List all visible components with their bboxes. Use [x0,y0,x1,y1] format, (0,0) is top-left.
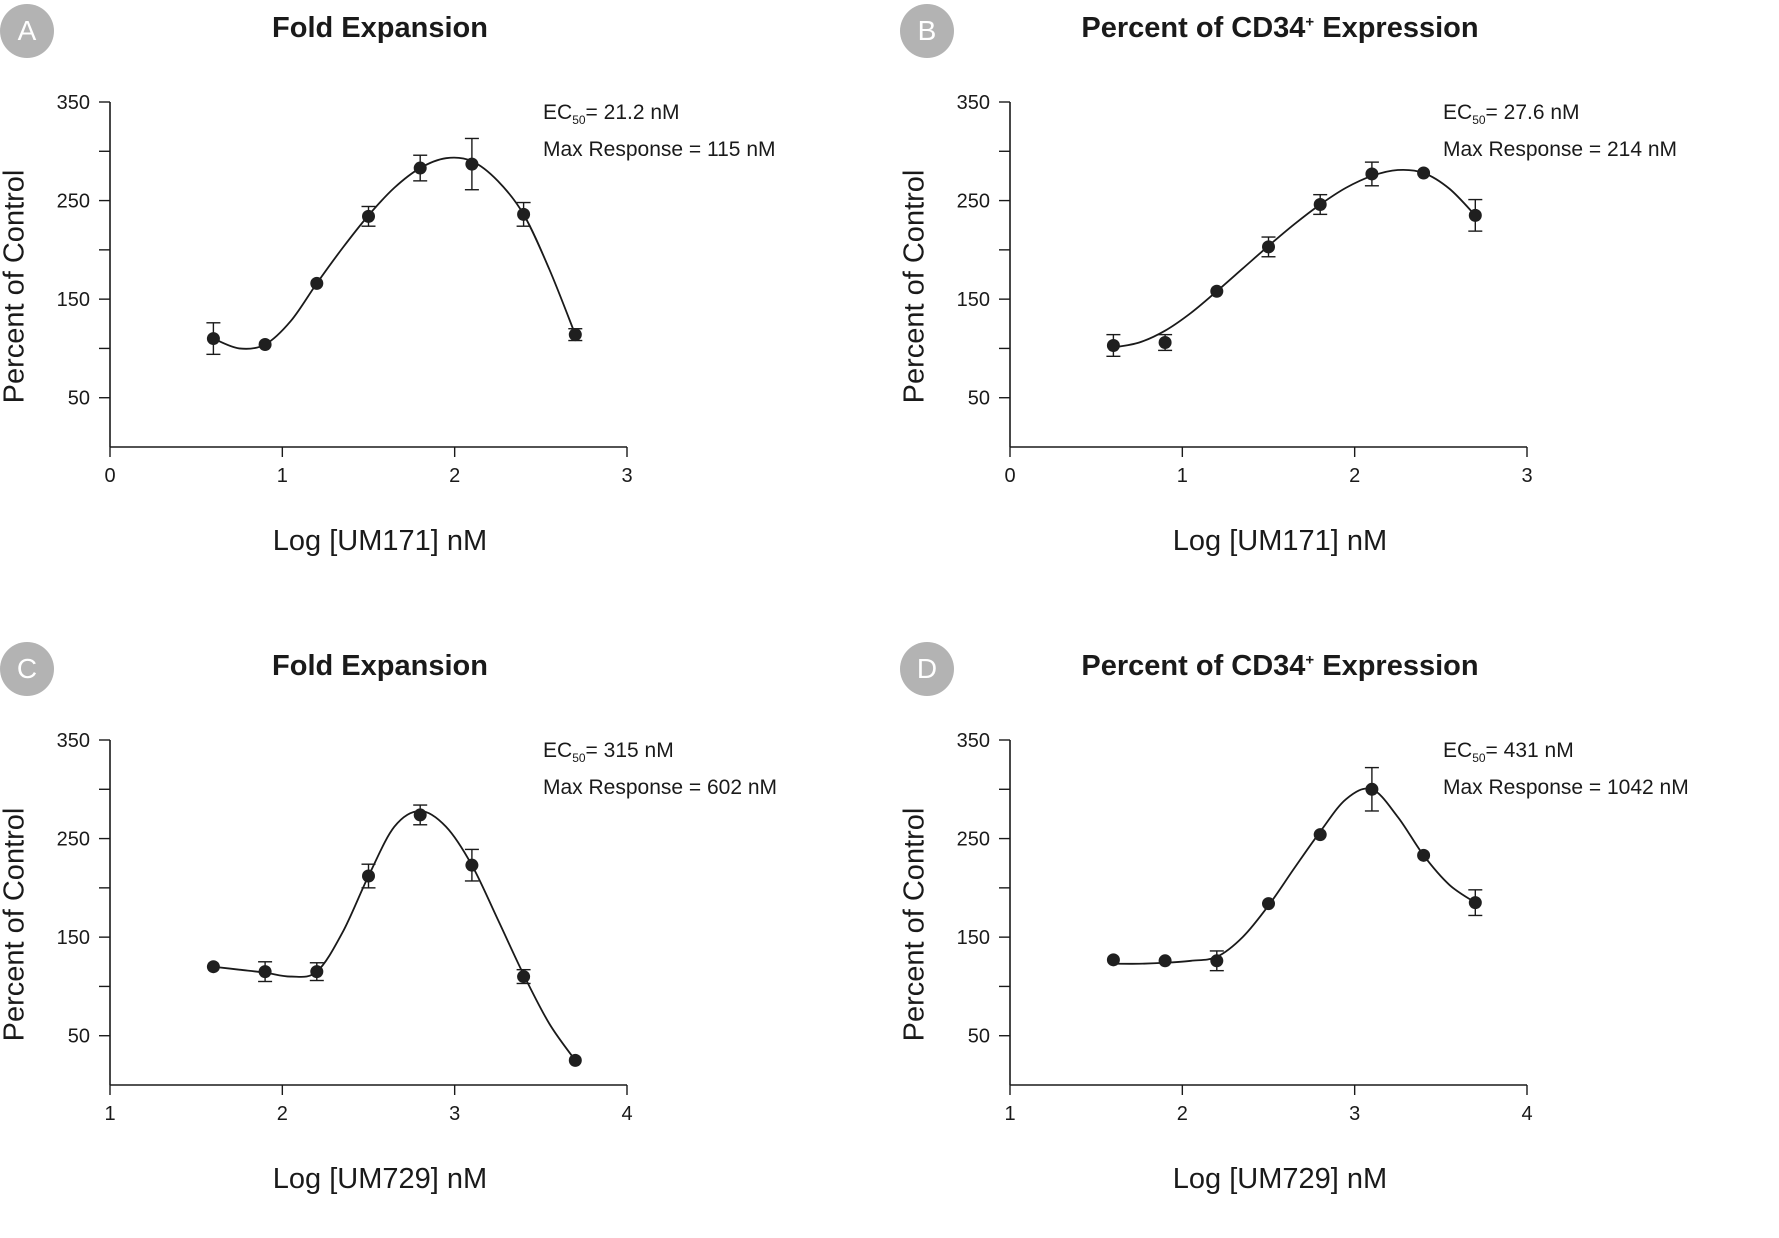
panel-badge: A [0,4,54,58]
data-point [1158,954,1172,968]
y-tick-label: 150 [957,289,990,311]
data-point [310,965,324,979]
x-tick-label: 0 [104,465,115,487]
data-point [465,157,479,171]
x-tick-label: 3 [449,1103,460,1125]
data-point [517,970,531,984]
x-axis-label: Log [UM729] nM [272,1163,488,1195]
ec50-annotation: EC50= 431 nM Max Response = 1042 nM [1443,739,1689,800]
x-tick-label: 1 [1004,1103,1015,1125]
chart-title: Fold Expansion [272,650,488,682]
x-tick-label: 3 [1521,465,1532,487]
x-tick-label: 4 [621,1103,632,1125]
chart-title: Fold Expansion [272,12,488,44]
chart-panel-b: B Percent of CD34+ Expression Percent of… [899,0,1779,600]
y-tick-label: 150 [57,927,90,949]
max-response-annotation: Max Response = 602 nM [543,776,778,800]
plot-area: 350 250 150 50 0 1 2 3 [957,92,1533,487]
y-tick-label: 150 [57,289,90,311]
x-tick-label: 1 [277,465,288,487]
y-tick-label: 250 [57,191,90,213]
chart-title: Percent of CD34+ Expression [1081,650,1479,682]
data-point [413,808,427,822]
fit-curve [213,156,577,350]
x-tick-label: 0 [1004,465,1015,487]
data-point [362,869,375,883]
panel-badge: D [900,642,954,696]
data-point [258,965,272,979]
y-tick-label: 350 [957,92,990,114]
plot-area: 350 250 150 50 0 1 2 3 [57,92,633,487]
max-response-annotation: Max Response = 214 nM [1443,138,1678,162]
x-tick-label: 3 [621,465,632,487]
data-point [258,337,272,351]
plot-area: 350 250 150 50 1 2 3 4 [957,730,1533,1125]
y-tick-label: 250 [57,829,90,851]
y-tick-label: 150 [957,927,990,949]
panel-badge: C [0,642,54,696]
data-point [1106,953,1120,967]
y-tick-label: 250 [957,191,990,213]
data-point [1262,897,1275,911]
data-point [206,960,220,974]
data-point [517,207,531,221]
max-response-annotation: Max Response = 1042 nM [1443,776,1689,800]
data-point [1313,828,1327,842]
x-tick-label: 1 [104,1103,115,1125]
data-point [568,328,582,342]
plot-area: 350 250 150 50 1 2 3 4 [57,730,633,1125]
x-axis-label: Log [UM171] nM [1172,525,1388,557]
ec50-annotation: EC50= 27.6 nM Max Response = 214 nM [1443,101,1678,162]
x-tick-label: 1 [1177,465,1188,487]
data-point [1210,954,1224,968]
y-tick-label: 350 [57,730,90,752]
y-tick-label: 250 [957,829,990,851]
x-tick-label: 4 [1521,1103,1532,1125]
x-tick-label: 2 [1177,1103,1188,1125]
data-point [568,1053,582,1067]
data-point [465,858,479,872]
data-point [1158,336,1172,350]
data-point [1468,896,1482,910]
x-axis-label: Log [UM171] nM [272,525,488,557]
x-axis-label: Log [UM729] nM [1172,1163,1388,1195]
data-point [362,209,375,223]
max-response-annotation: Max Response = 115 nM [543,138,776,162]
chart-panel-d: D Percent of CD34+ Expression Percent of… [899,638,1779,1238]
y-tick-label: 50 [968,388,990,410]
data-point [1262,240,1275,254]
x-tick-label: 2 [449,465,460,487]
data-point [413,161,427,175]
y-tick-label: 50 [68,1026,90,1048]
y-tick-label: 350 [57,92,90,114]
data-point [1417,166,1431,180]
chart-panel-c: C Fold Expansion Percent of Control EC50… [0,638,880,1238]
data-point [1468,208,1482,222]
x-tick-label: 2 [277,1103,288,1125]
y-tick-label: 50 [68,388,90,410]
data-point [1365,167,1379,181]
data-point [1417,848,1431,862]
panel-badge: B [900,4,954,58]
chart-title: Percent of CD34+ Expression [1081,12,1479,44]
ec50-annotation: EC50= 21.2 nM Max Response = 115 nM [543,101,776,162]
data-point [206,332,220,346]
x-tick-label: 3 [1349,1103,1360,1125]
y-tick-label: 50 [968,1026,990,1048]
fit-curve [1113,787,1476,965]
data-point [1365,782,1379,796]
y-tick-label: 350 [957,730,990,752]
fit-curve [1113,168,1476,349]
data-point [1313,198,1327,212]
data-point [310,276,324,290]
chart-panel-a: A Fold Expansion Percent of Control EC50… [0,0,880,600]
data-point [1106,338,1120,352]
ec50-annotation: EC50= 315 nM Max Response = 602 nM [543,739,778,800]
x-tick-label: 2 [1349,465,1360,487]
fit-curve [213,810,577,1061]
data-point [1210,284,1224,298]
